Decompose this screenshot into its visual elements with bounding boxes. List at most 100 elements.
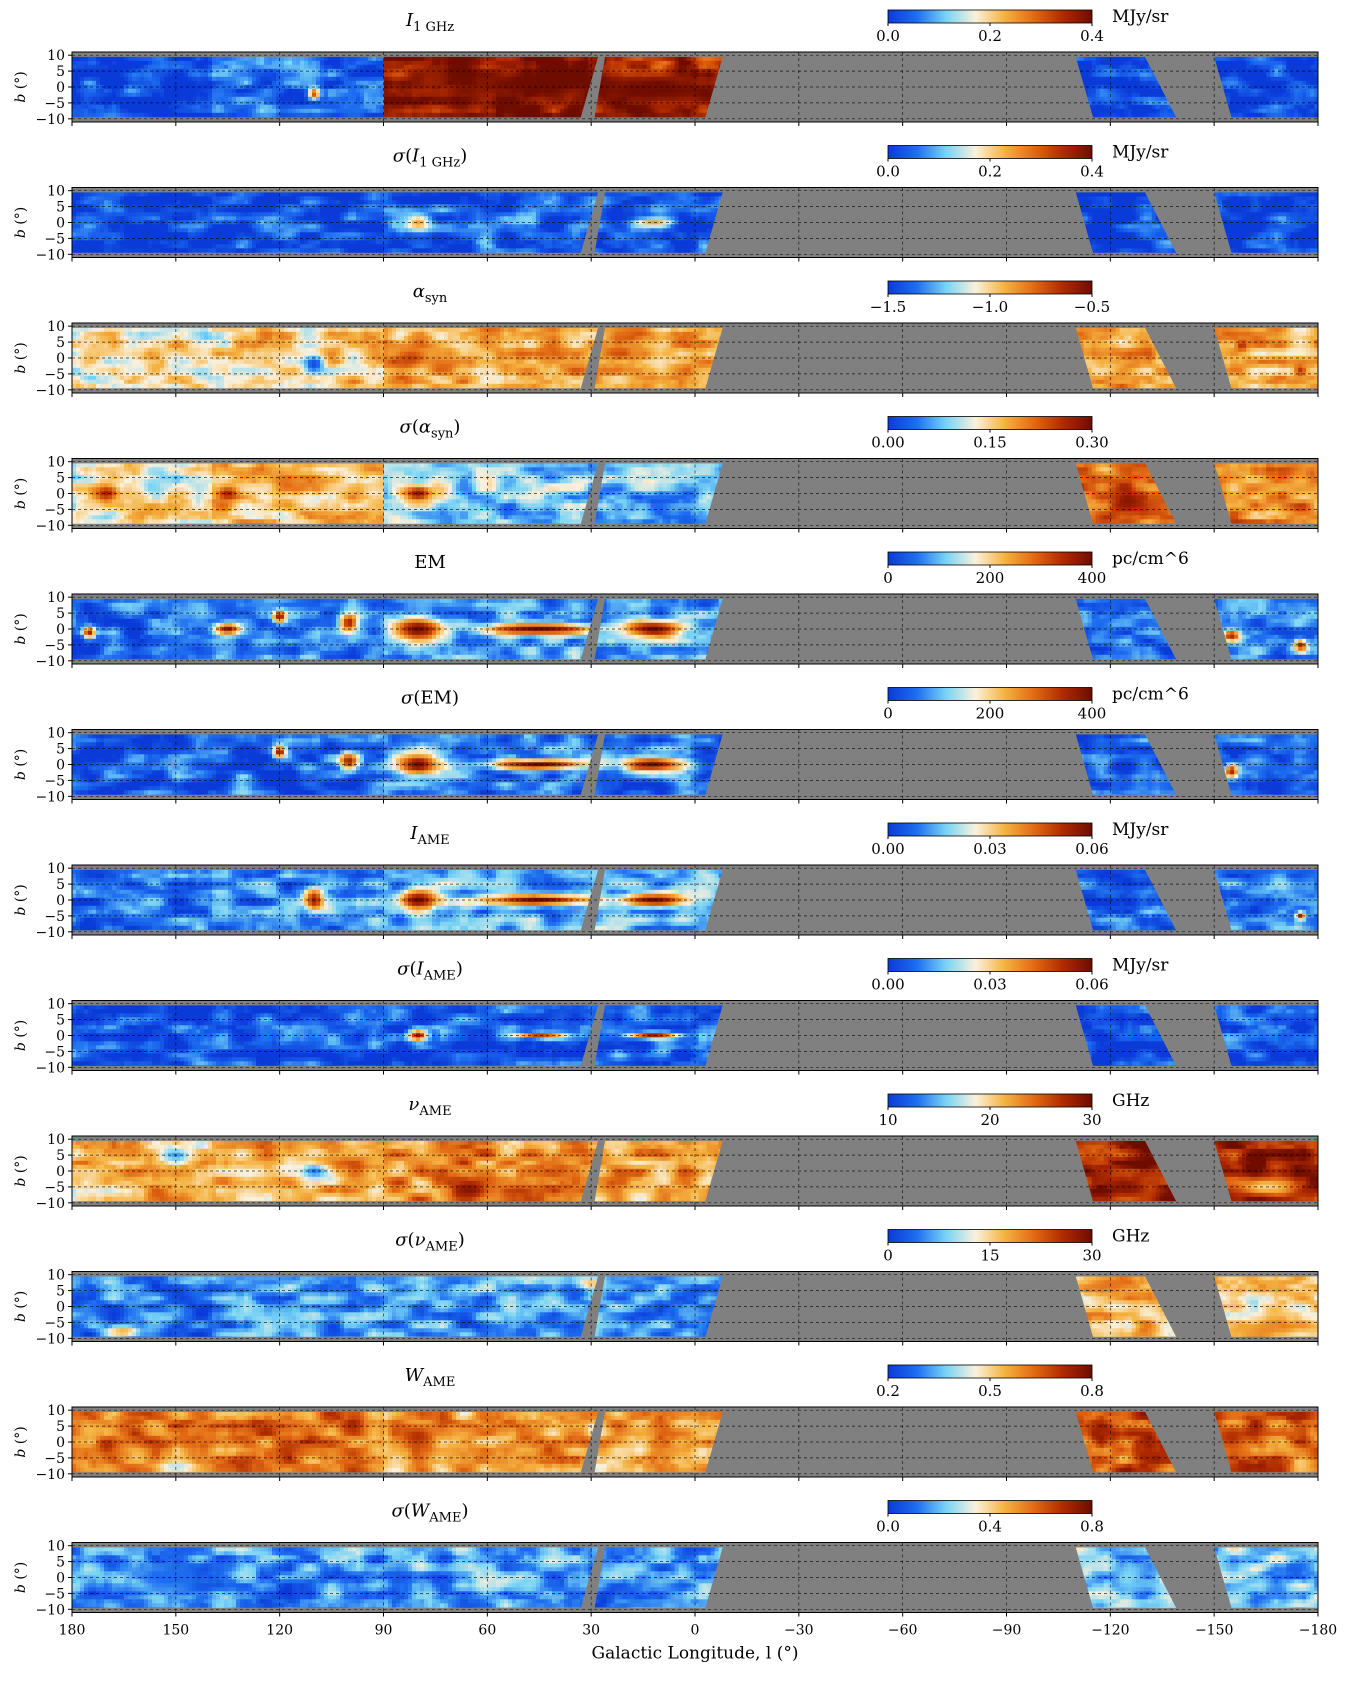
map-pixel: [300, 92, 305, 98]
map-pixel: [396, 224, 401, 229]
map-pixel: [560, 112, 565, 118]
map-pixel: [332, 220, 337, 225]
map-pixel: [120, 192, 125, 197]
map-pixel: [1103, 112, 1109, 118]
map-pixel: [116, 116, 121, 118]
map-pixel: [622, 76, 627, 82]
map-pixel: [304, 92, 309, 98]
map-pixel: [100, 108, 105, 114]
map-pixel: [152, 236, 157, 241]
map-pixel: [428, 56, 433, 62]
map-pixel: [412, 56, 417, 62]
map-pixel: [1314, 104, 1318, 110]
map-pixel: [344, 212, 349, 217]
map-pixel: [340, 108, 345, 114]
map-pixel: [1135, 56, 1141, 62]
map-pixel: [654, 104, 659, 110]
map-pixel: [220, 200, 225, 205]
map-pixel: [548, 60, 553, 66]
map-pixel: [312, 104, 317, 110]
map-pixel: [638, 80, 643, 86]
map-pixel: [400, 216, 405, 221]
map-pixel: [268, 212, 273, 217]
map-pixel: [436, 92, 441, 98]
map-pixel: [156, 232, 161, 237]
map-pixel: [304, 216, 309, 221]
map-pixel: [256, 212, 261, 217]
map-pixel: [646, 56, 651, 62]
map-pixel: [140, 204, 145, 209]
map-pixel: [232, 116, 237, 118]
map-pixel: [152, 244, 157, 249]
map-pixel: [260, 108, 265, 114]
map-pixel: [476, 76, 481, 82]
map-pixel: [520, 96, 525, 102]
map-pixel: [120, 196, 125, 201]
map-pixel: [536, 56, 541, 62]
map-pixel: [268, 116, 273, 118]
map-pixel: [116, 96, 121, 102]
map-pixel: [72, 196, 77, 201]
map-pixel: [610, 60, 615, 66]
map-pixel: [304, 72, 309, 78]
map-pixel: [488, 68, 493, 74]
map-pixel: [428, 116, 433, 118]
map-pixel: [152, 240, 157, 245]
map-pixel: [132, 216, 137, 221]
map-pixel: [1306, 64, 1311, 70]
map-pixel: [1111, 108, 1117, 114]
map-pixel: [252, 228, 257, 233]
map-pixel: [296, 220, 301, 225]
map-pixel: [184, 80, 189, 86]
map-pixel: [1143, 56, 1149, 62]
map-pixel: [168, 232, 173, 237]
map-pixel: [512, 72, 517, 78]
map-pixel: [156, 248, 161, 253]
map-pixel: [392, 220, 397, 225]
map-pixel: [638, 72, 643, 78]
map-pixel: [192, 248, 197, 253]
map-pixel: [132, 92, 137, 98]
map-pixel: [1242, 116, 1247, 118]
map-pixel: [112, 196, 117, 201]
map-pixel: [1091, 116, 1097, 118]
map-pixel: [272, 96, 277, 102]
map-pixel: [548, 64, 553, 70]
map-pixel: [360, 200, 365, 205]
map-pixel: [228, 108, 233, 114]
map-pixel: [380, 204, 385, 209]
map-pixel: [524, 56, 529, 62]
map-pixel: [444, 108, 449, 114]
map-pixel: [1262, 88, 1267, 94]
map-pixel: [148, 112, 153, 118]
map-pixel: [332, 104, 337, 110]
map-pixel: [136, 216, 141, 221]
map-pixel: [504, 64, 509, 70]
map-pixel: [236, 208, 241, 213]
map-pixel: [536, 96, 541, 102]
map-pixel: [524, 60, 529, 66]
map-pixel: [614, 76, 619, 82]
map-pixel: [208, 212, 213, 217]
map-pixel: [698, 76, 703, 82]
map-pixel: [176, 232, 181, 237]
map-pixel: [284, 76, 289, 82]
map-pixel: [96, 92, 101, 98]
map-pixel: [440, 84, 445, 90]
map-pixel: [448, 56, 453, 62]
map-pixel: [92, 208, 97, 213]
map-pixel: [292, 244, 297, 249]
map-pixel: [100, 200, 105, 205]
map-pixel: [1103, 60, 1109, 66]
map-pixel: [352, 200, 357, 205]
map-pixel: [1083, 72, 1089, 78]
map-pixel: [1270, 104, 1275, 110]
map-pixel: [228, 92, 233, 98]
map-pixel: [332, 60, 337, 66]
map-pixel: [148, 80, 153, 86]
map-pixel: [702, 108, 707, 114]
map-pixel: [1083, 60, 1089, 66]
map-pixel: [556, 88, 561, 94]
map-pixel: [308, 236, 313, 241]
map-pixel: [92, 196, 97, 201]
